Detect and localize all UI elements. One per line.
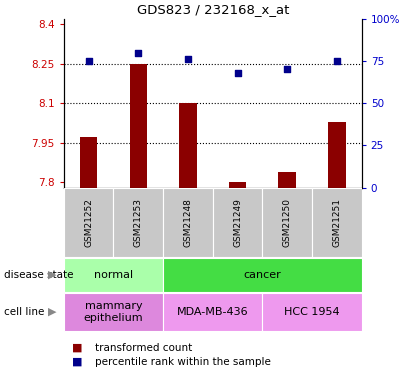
Point: [284, 66, 291, 72]
Text: normal: normal: [94, 270, 133, 280]
Bar: [213, 188, 262, 257]
Bar: [262, 293, 362, 331]
Title: GDS823 / 232168_x_at: GDS823 / 232168_x_at: [136, 3, 289, 16]
Text: ▶: ▶: [48, 270, 57, 279]
Text: GSM21249: GSM21249: [233, 198, 242, 247]
Text: ■: ■: [72, 343, 83, 353]
Point: [334, 58, 340, 64]
Bar: [113, 188, 163, 257]
Text: GSM21253: GSM21253: [134, 198, 143, 247]
Text: disease state: disease state: [4, 270, 74, 279]
Text: percentile rank within the sample: percentile rank within the sample: [95, 357, 270, 367]
Text: GSM21248: GSM21248: [183, 198, 192, 247]
Bar: [64, 293, 163, 331]
Bar: [80, 137, 97, 188]
Point: [185, 56, 191, 62]
Text: ▶: ▶: [48, 307, 57, 317]
Point: [234, 70, 241, 76]
Bar: [129, 64, 147, 188]
Bar: [229, 182, 246, 188]
Text: transformed count: transformed count: [95, 343, 192, 353]
Text: GSM21252: GSM21252: [84, 198, 93, 247]
Bar: [312, 188, 362, 257]
Bar: [64, 258, 163, 292]
Text: mammary
epithelium: mammary epithelium: [83, 302, 143, 323]
Bar: [64, 188, 113, 257]
Text: cell line: cell line: [4, 307, 44, 317]
Text: GSM21251: GSM21251: [332, 198, 342, 247]
Point: [85, 58, 92, 64]
Bar: [163, 188, 213, 257]
Text: GSM21250: GSM21250: [283, 198, 292, 247]
Text: HCC 1954: HCC 1954: [284, 307, 340, 317]
Bar: [262, 188, 312, 257]
Text: ■: ■: [72, 357, 83, 367]
Bar: [163, 293, 262, 331]
Point: [135, 50, 141, 55]
Text: cancer: cancer: [243, 270, 281, 280]
Bar: [328, 122, 346, 188]
Bar: [163, 258, 362, 292]
Text: MDA-MB-436: MDA-MB-436: [177, 307, 249, 317]
Bar: [179, 103, 196, 188]
Bar: [279, 172, 296, 188]
